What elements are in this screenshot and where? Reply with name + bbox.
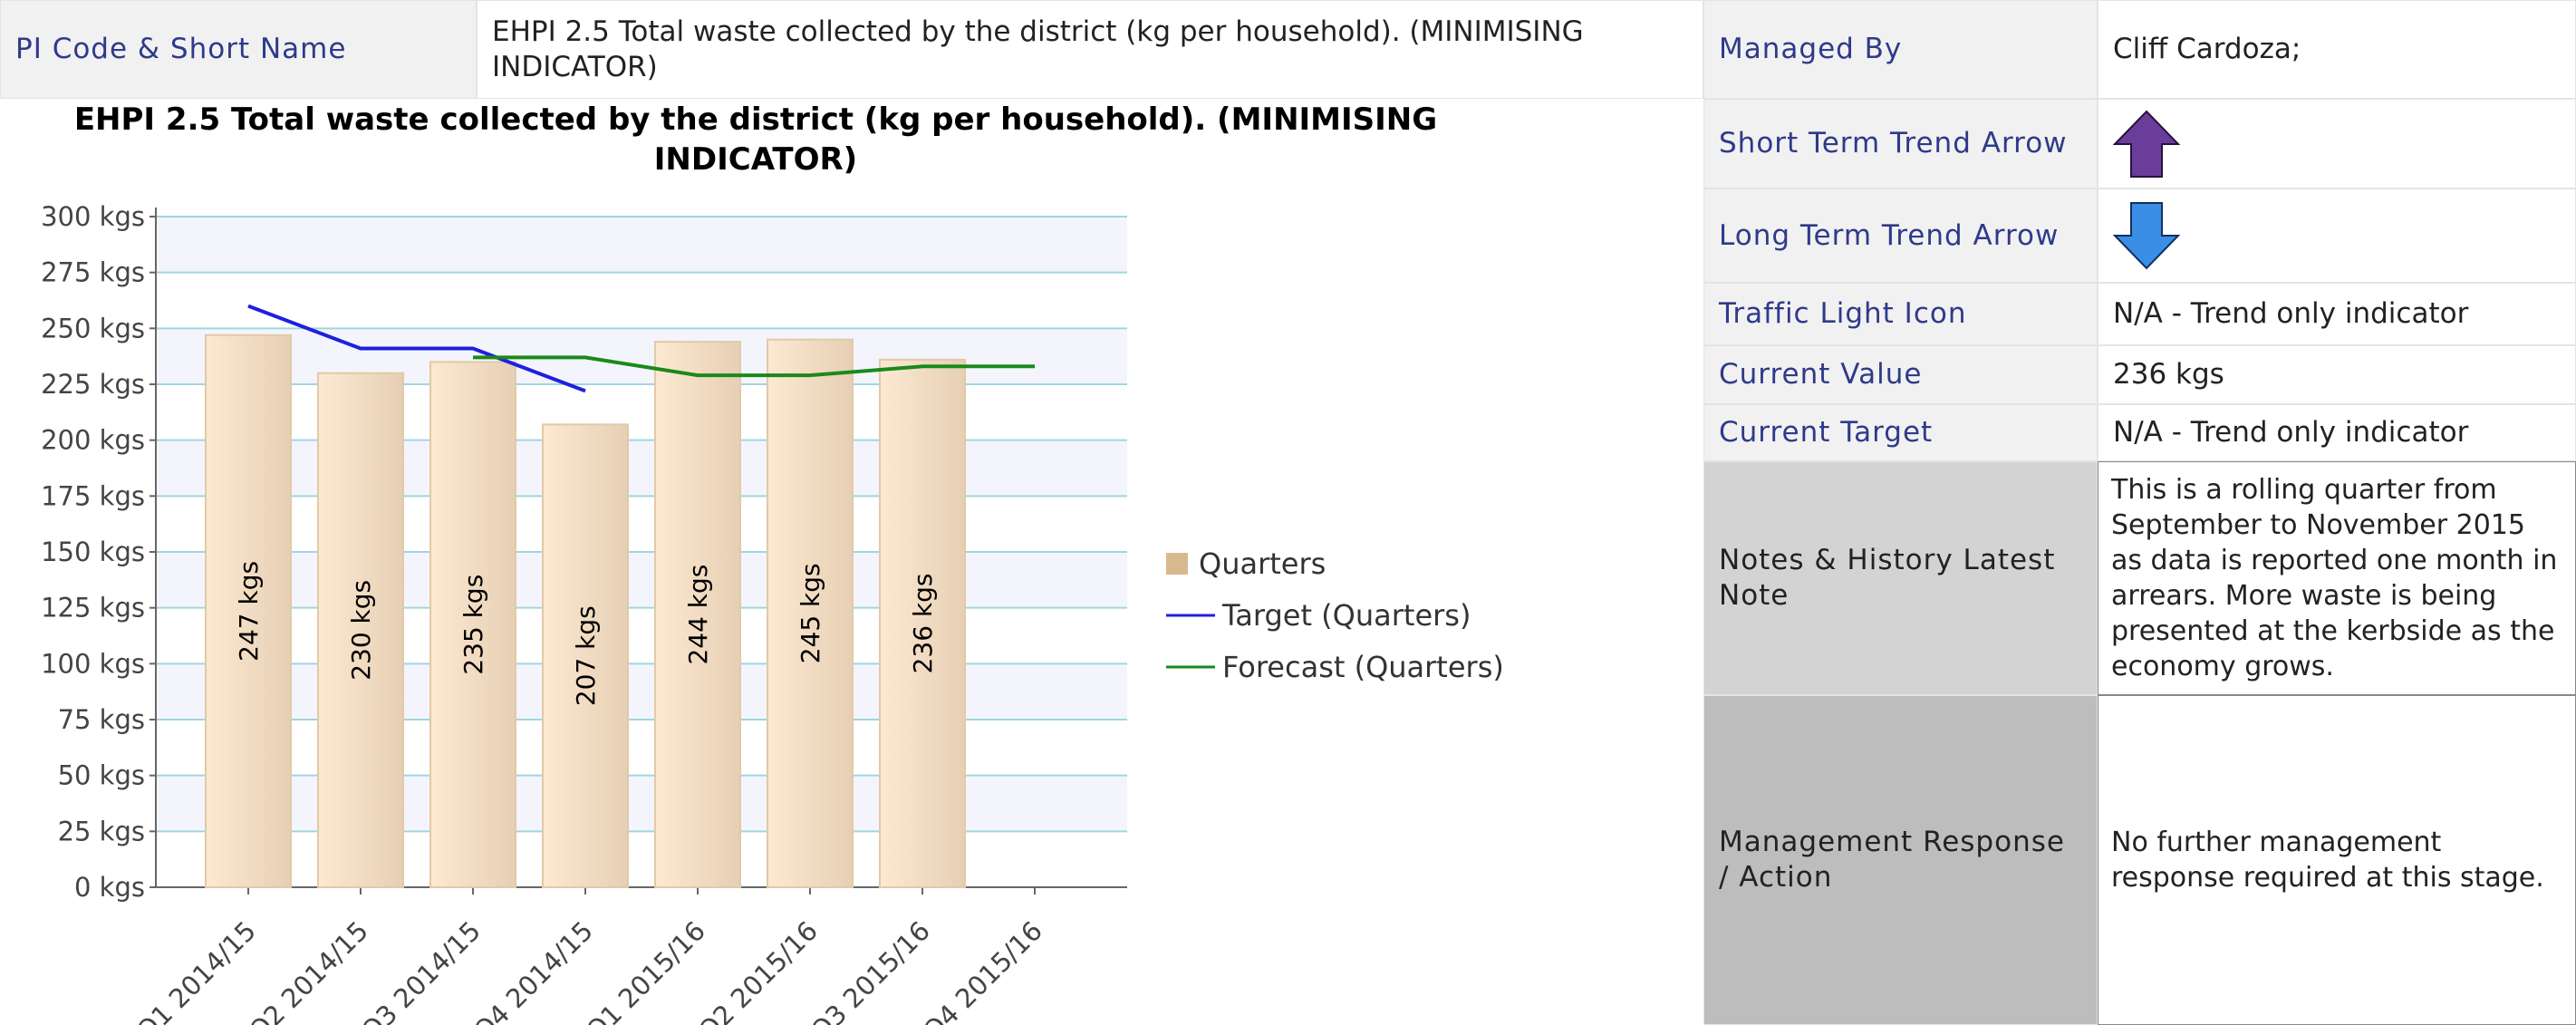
row-value: This is a rolling quarter from September…	[2098, 461, 2576, 695]
y-tick-label: 300 kgs	[41, 201, 145, 232]
y-tick-label: 25 kgs	[58, 816, 145, 846]
header-value: EHPI 2.5 Total waste collected by the di…	[477, 0, 1703, 99]
line-series	[473, 355, 1035, 378]
bar	[317, 372, 404, 888]
bar-value-label: 244 kgs	[683, 565, 713, 665]
plot-band	[156, 552, 1127, 608]
x-tick-label: Q4 2014/15	[468, 915, 599, 1025]
bar-value-label: 245 kgs	[796, 563, 825, 663]
row-value: N/A - Trend only indicator	[2098, 404, 2576, 461]
bar	[654, 341, 741, 888]
plot-band	[156, 663, 1127, 720]
chart: 0 kgs 25 kgs 50 kgs 75 kgs 100 kgs 125 kgs 150…	[41, 201, 1504, 1025]
y-tick-label: 75 kgs	[58, 704, 145, 735]
row-label: Notes & History Latest Note	[1703, 461, 2098, 695]
bar-value-label: 247 kgs	[234, 561, 264, 662]
y-tick-label: 0 kgs	[74, 872, 145, 903]
row-label: Long Term Trend Arrow	[1703, 189, 2098, 283]
y-tick-label: 100 kgs	[41, 648, 145, 679]
plot-band	[156, 328, 1127, 384]
row-value: N/A - Trend only indicator	[2098, 283, 2576, 345]
row-value: No further management response required …	[2098, 695, 2576, 1025]
x-tick-label: Q3 2014/15	[355, 915, 487, 1025]
y-tick-label: 250 kgs	[41, 313, 145, 343]
x-tick-label: Q2 2014/15	[243, 915, 374, 1025]
y-tick-label: 50 kgs	[58, 760, 145, 791]
legend-label: Target (Quarters)	[1221, 598, 1471, 633]
row-label: Short Term Trend Arrow	[1703, 99, 2098, 189]
plot-band	[156, 440, 1127, 497]
y-tick-label: 150 kgs	[41, 537, 145, 567]
row-value: 236 kgs	[2098, 345, 2576, 404]
plot-band	[156, 775, 1127, 832]
y-tick-label: 200 kgs	[41, 425, 145, 456]
x-tick-label: Q1 2014/15	[130, 915, 262, 1025]
row-value	[2098, 189, 2576, 283]
x-tick-label: Q4 2015/16	[917, 915, 1048, 1025]
bar	[767, 338, 854, 888]
chart-title: EHPI 2.5 Total waste collected by the di…	[73, 102, 1438, 178]
legend-label: Forecast (Quarters)	[1222, 650, 1504, 684]
row-label: Current Value	[1703, 345, 2098, 404]
x-tick-label: Q1 2015/16	[580, 915, 711, 1025]
bar-value-label: 235 kgs	[458, 575, 488, 675]
row-value	[2098, 99, 2576, 189]
line-series	[247, 304, 586, 393]
legend-swatch	[1166, 553, 1188, 575]
header-label: PI Code & Short Name	[0, 0, 477, 99]
row-label: Current Target	[1703, 404, 2098, 461]
x-tick-label: Q2 2015/16	[692, 915, 824, 1025]
y-tick-label: 175 kgs	[41, 480, 145, 511]
bar-value-label: 230 kgs	[346, 580, 376, 681]
legend-label: Quarters	[1199, 546, 1326, 581]
row-label: Management Response / Action	[1703, 695, 2098, 1025]
row-label: Traffic Light Icon	[1703, 283, 2098, 345]
up-arrow-icon	[2113, 110, 2180, 178]
bar-value-label: 236 kgs	[908, 573, 938, 673]
down-arrow-icon	[2113, 202, 2180, 270]
row-value: Cliff Cardoza;	[2098, 0, 2576, 99]
x-tick-label: Q3 2015/16	[805, 915, 936, 1025]
row-label: Managed By	[1703, 0, 2098, 99]
y-tick-label: 225 kgs	[41, 369, 145, 400]
y-tick-label: 275 kgs	[41, 257, 145, 288]
y-tick-label: 125 kgs	[41, 593, 145, 624]
plot-band	[156, 217, 1127, 273]
bar	[205, 334, 292, 888]
bar	[879, 358, 966, 889]
bar	[542, 423, 629, 888]
bar	[429, 361, 516, 889]
bar-value-label: 207 kgs	[571, 605, 601, 706]
